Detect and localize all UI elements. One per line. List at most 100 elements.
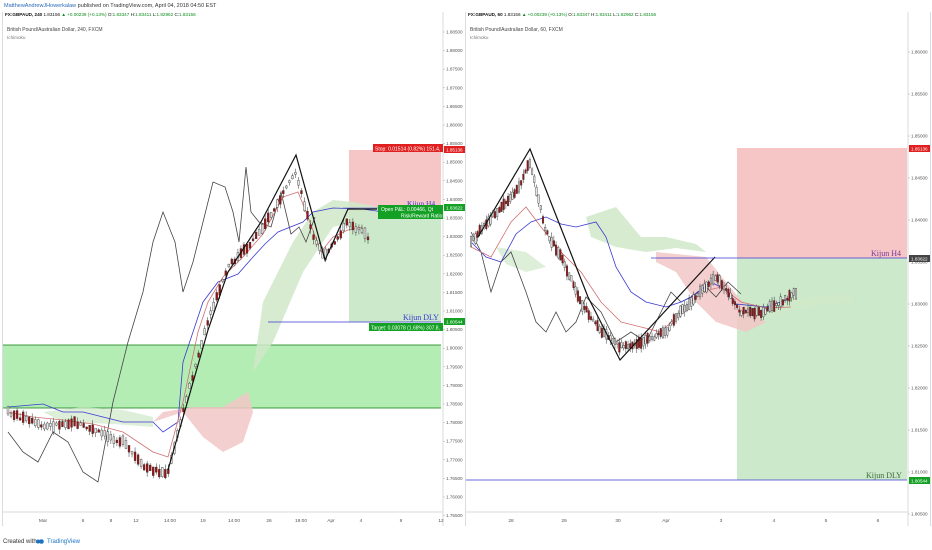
candle — [342, 222, 345, 232]
price-tick: 1.77000 — [446, 457, 463, 462]
chart-canvas-h4[interactable]: 1.88500 1.88000 1.87500 1.87000 1.86500 1.860… — [3, 12, 465, 526]
candle — [267, 212, 270, 223]
candle — [106, 431, 109, 442]
published-text: published on TradingView.com, April 04, … — [77, 3, 217, 9]
price-tick: 1.88500 — [446, 30, 463, 35]
price-tick: 1.82500 — [911, 344, 928, 349]
candle — [747, 308, 750, 314]
candle — [528, 159, 531, 168]
candle — [742, 306, 745, 315]
candle — [212, 301, 215, 312]
candle — [112, 436, 116, 444]
price-tick: 1.78500 — [446, 402, 463, 407]
candle — [531, 168, 534, 175]
candle — [740, 310, 743, 316]
candle — [526, 160, 529, 171]
candle — [670, 321, 673, 325]
candle — [124, 440, 128, 449]
candle — [121, 435, 125, 445]
candle — [142, 464, 146, 471]
price-tick: 1.84000 — [446, 197, 463, 202]
candle — [511, 191, 514, 200]
open-label: O: — [107, 12, 113, 17]
candle — [753, 308, 756, 320]
candle — [70, 418, 73, 428]
chart-canvas-h1[interactable]: 1.860001.855001.850001.845001.840001.835… — [466, 12, 930, 526]
price-tick: 1.88000 — [446, 48, 463, 53]
stop-price-tag: 1.85136 — [446, 148, 463, 153]
target-price-tag: 1.80544 — [446, 320, 463, 325]
candle — [221, 279, 224, 282]
low-label: L: — [152, 12, 157, 17]
candle — [507, 195, 510, 207]
published-bar: MatthewAndrewJHowerkalaw published on Tr… — [0, 0, 932, 12]
candle — [683, 305, 686, 313]
candle — [191, 375, 194, 381]
candle — [613, 338, 616, 345]
price-tick: 1.83500 — [446, 216, 463, 221]
symbol: FX:GBPAUD, 60 — [468, 12, 503, 17]
candle — [21, 411, 25, 423]
candle — [67, 419, 70, 430]
candle — [18, 417, 22, 421]
candle — [598, 326, 601, 333]
candle — [52, 421, 55, 433]
candle — [579, 296, 582, 305]
chart-pane-h1[interactable]: FX:GBPAUD, 60 1.83156 ▲ +0.00239 (+0.13%… — [465, 12, 931, 526]
tradingview-brand[interactable]: TradingView — [47, 539, 81, 545]
candle — [493, 211, 496, 219]
candle — [303, 201, 306, 211]
candle — [596, 320, 599, 331]
chart-pane-h4[interactable]: FX:GBPAUD, 240 1.83156 ▲ +0.00239 (+0.13… — [2, 12, 466, 526]
candle — [188, 382, 191, 389]
candle — [288, 180, 291, 183]
candle — [766, 306, 769, 312]
close-value: 1.83156 — [639, 12, 657, 17]
candle — [76, 421, 79, 429]
target-price-tag: 1.80544 — [911, 479, 928, 484]
date-tick: 26 — [266, 518, 272, 524]
price-tick: 1.80000 — [446, 346, 463, 351]
candle — [771, 300, 774, 311]
candle — [677, 312, 680, 319]
candle — [345, 218, 348, 226]
author-link[interactable]: MatthewAndrewJHowerkalaw published on Tr… — [4, 3, 217, 9]
candle — [561, 255, 564, 264]
price-tick: 1.82000 — [446, 271, 463, 276]
candle — [133, 451, 137, 461]
candle — [127, 445, 131, 453]
indicator-label: Ichimoku — [470, 35, 489, 40]
candle — [616, 340, 619, 345]
candle — [46, 422, 49, 430]
candle — [627, 344, 630, 349]
candle — [718, 275, 721, 286]
trendline-drawing[interactable] — [167, 153, 377, 471]
change-value: ▲ +0.00239 (+0.13%) — [61, 12, 107, 17]
date-tick: 12 — [133, 518, 139, 524]
candle — [572, 281, 575, 289]
price-tick: 1.82500 — [446, 253, 463, 258]
candle — [318, 243, 321, 251]
candle — [688, 298, 691, 310]
candle — [498, 207, 501, 213]
target-label: Target: 0.03078 (1.68%) 307.8, — [371, 326, 440, 332]
candle — [788, 290, 791, 302]
candle — [694, 295, 697, 300]
candle — [109, 434, 113, 441]
trendline-drawing[interactable] — [477, 147, 716, 362]
candle — [659, 328, 662, 337]
candle — [496, 208, 499, 217]
price-tick: 1.79500 — [446, 364, 463, 369]
current-price-tag: 1.83622 — [911, 257, 928, 262]
candle — [351, 221, 355, 231]
candle — [661, 327, 664, 339]
candle — [200, 340, 203, 349]
candle — [103, 430, 106, 437]
candle — [655, 333, 658, 338]
open-pl-label: Open P&L: 0.00466, Qt — [381, 207, 434, 213]
candle — [146, 463, 149, 473]
date-tick: 19 — [200, 518, 206, 524]
candle — [642, 336, 645, 347]
candle — [469, 235, 472, 247]
candle — [474, 233, 477, 244]
